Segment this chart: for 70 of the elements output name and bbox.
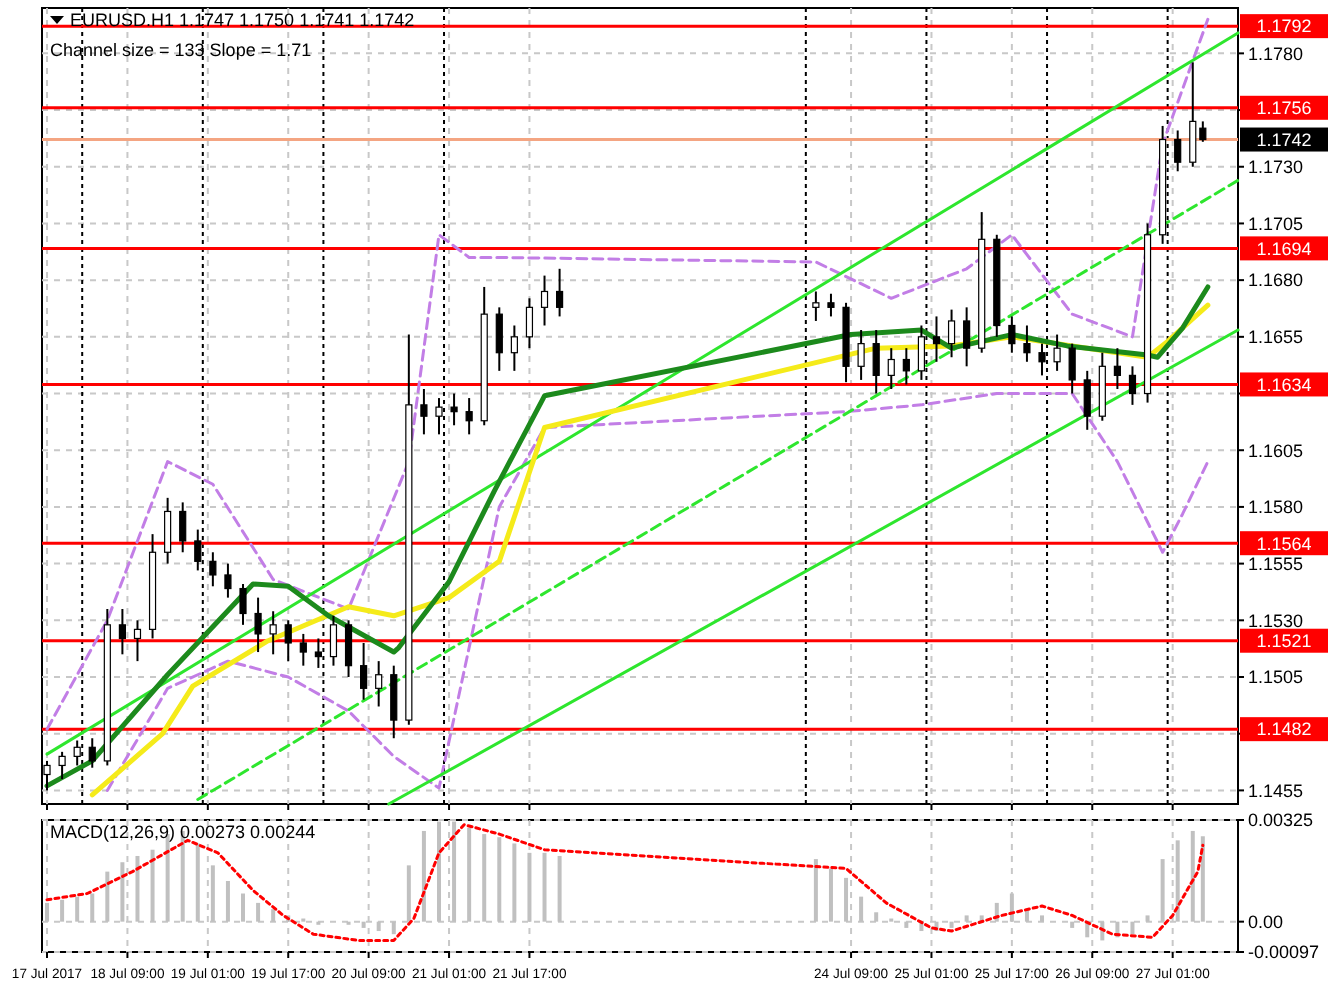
candlestick bbox=[963, 306, 971, 368]
y-tick-label: 1.1505 bbox=[1248, 667, 1304, 688]
candlestick bbox=[465, 397, 473, 436]
candlestick bbox=[133, 619, 142, 663]
candlestick bbox=[299, 632, 307, 667]
candlestick bbox=[420, 387, 428, 436]
candlestick bbox=[254, 596, 262, 654]
y-tick-label: 0.00 bbox=[1248, 911, 1284, 932]
y-tick-label: 1.1730 bbox=[1248, 157, 1304, 178]
candlestick bbox=[1174, 129, 1182, 173]
candlestick bbox=[540, 274, 549, 327]
candlestick bbox=[179, 501, 187, 554]
candlestick bbox=[932, 315, 941, 363]
candlestick bbox=[827, 292, 835, 318]
y-tick-label: 1.1555 bbox=[1248, 553, 1304, 574]
candlestick bbox=[209, 551, 217, 588]
candlestick bbox=[58, 750, 66, 781]
candlestick bbox=[902, 347, 910, 386]
ref-line-label: 1.1742 bbox=[1256, 129, 1312, 150]
candlestick bbox=[872, 329, 880, 395]
candlestick bbox=[1023, 324, 1031, 363]
candlestick bbox=[1008, 315, 1016, 354]
candlestick bbox=[556, 267, 564, 318]
y-tick-label: 1.1705 bbox=[1248, 213, 1304, 234]
candlestick bbox=[390, 664, 398, 740]
candlestick bbox=[510, 324, 518, 372]
y-tick-label: -0.00097 bbox=[1248, 942, 1320, 963]
candlestick bbox=[269, 610, 277, 656]
candlestick bbox=[857, 329, 865, 381]
candlestick bbox=[1068, 342, 1076, 395]
candlestick bbox=[887, 347, 895, 390]
candlestick bbox=[1083, 369, 1091, 431]
candlestick bbox=[164, 496, 172, 565]
ref-line-label: 1.1694 bbox=[1256, 238, 1312, 259]
candlestick bbox=[1053, 333, 1061, 372]
ref-line-label: 1.1792 bbox=[1256, 16, 1312, 37]
ref-line-label: 1.1634 bbox=[1256, 374, 1312, 395]
line-series bbox=[105, 392, 1210, 792]
candlestick bbox=[239, 583, 247, 626]
y-tick-label: 1.1655 bbox=[1248, 327, 1304, 348]
candlestick bbox=[360, 641, 368, 701]
candlestick bbox=[224, 562, 232, 599]
chart-title: EURUSD.H1 1.1747 1.1750 1.1741 1.1742 bbox=[70, 10, 415, 30]
candlestick bbox=[284, 619, 292, 663]
y-tick-label: 1.1780 bbox=[1248, 43, 1304, 64]
y-tick-label: 1.1455 bbox=[1248, 780, 1304, 801]
candlestick bbox=[947, 308, 956, 359]
line-series bbox=[45, 823, 1205, 942]
annotation: Channel size = 133 Slope = 1.71 bbox=[50, 40, 312, 60]
ref-line-label: 1.1482 bbox=[1256, 719, 1312, 740]
candlestick bbox=[344, 619, 353, 678]
candlestick bbox=[525, 297, 534, 350]
candlestick bbox=[375, 660, 383, 708]
candlestick bbox=[118, 607, 126, 656]
y-tick-label: 1.1605 bbox=[1248, 440, 1304, 461]
candlestick bbox=[329, 614, 338, 667]
candlestick bbox=[1128, 365, 1137, 406]
y-tick-label: 1.1580 bbox=[1248, 497, 1304, 518]
candlestick bbox=[1113, 347, 1121, 390]
y-tick-label: 1.1680 bbox=[1248, 270, 1304, 291]
ref-line-label: 1.1756 bbox=[1256, 98, 1312, 119]
y-tick-label: 0.00325 bbox=[1248, 810, 1314, 831]
candlestick bbox=[495, 306, 503, 372]
y-tick-label: 1.1530 bbox=[1248, 610, 1304, 631]
candlestick bbox=[88, 737, 96, 769]
chart-title: MACD(12,26,9) 0.00273 0.00244 bbox=[50, 822, 316, 842]
ref-line-label: 1.1521 bbox=[1256, 631, 1312, 652]
candlestick bbox=[812, 290, 820, 322]
candlestick bbox=[450, 392, 458, 427]
ref-line-label: 1.1564 bbox=[1256, 533, 1312, 554]
